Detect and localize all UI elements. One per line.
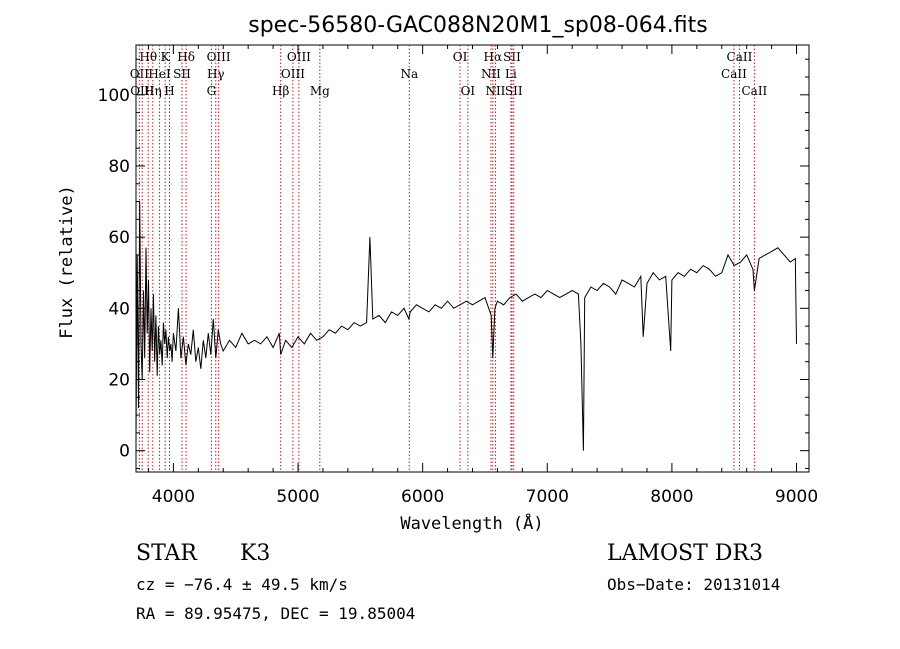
series-line-flux [135,201,797,451]
marker-label-17: OI [453,50,468,64]
y-tick-label-2: 40 [108,299,130,319]
marker-label-25: CaII [727,50,753,64]
marker-label-1: OII [130,67,150,81]
marker-label-20: NII [481,67,501,81]
marker-label-8: H [164,84,174,98]
redshift-cz: cz = −76.4 ± 49.5 km/s [136,575,348,594]
marker-label-14: Hβ [272,84,289,98]
y-tick-label-3: 60 [108,228,130,248]
marker-label-15: Mg [310,84,330,98]
axis-ticks: 4000 5000 6000 7000 8000 9000 0 20 40 60 80 100 [98,45,818,507]
marker-label-26: CaII [721,67,747,81]
x-tick-label-2: 6000 [401,487,444,507]
x-tick-label-5: 9000 [775,487,818,507]
marker-label-4: HeI [148,67,171,81]
marker-label-22: SII [503,50,521,64]
marker-label-6: Hδ [177,50,195,64]
y-tick-label-1: 20 [108,370,130,390]
marker-label-18: OI [461,84,476,98]
y-tick-label-4: 80 [108,157,130,177]
marker-label-24: SII [505,84,523,98]
object-subclass: K3 [240,541,270,566]
marker-label-12: OIII [287,50,311,64]
x-tick-label-0: 4000 [152,487,195,507]
marker-label-10: Hγ [207,67,225,81]
marker-label-21: NII [485,84,505,98]
marker-label-11: G [207,84,217,98]
y-axis-label: Flux (relative) [57,185,77,339]
marker-label-16: Na [400,67,418,81]
x-axis-label: Wavelength (Å) [400,512,543,534]
obs-date: Obs−Date: 20131014 [607,575,780,594]
spectrum-series [135,201,797,451]
y-tick-label-5: 100 [98,86,130,106]
ra-dec: RA = 89.95475, DEC = 19.85004 [136,604,415,623]
marker-label-5: Hη [144,84,162,98]
chart-title: spec-56580-GAC088N20M1_sp08-064.fits [248,13,708,38]
x-tick-label-4: 8000 [650,487,693,507]
marker-label-3: K [161,50,171,64]
plot-frame [135,44,810,473]
marker-label-23: Li [505,67,517,81]
marker-label-27: CaII [741,84,767,98]
object-class: STAR [136,541,198,566]
survey-name: LAMOST DR3 [607,541,763,566]
x-tick-label-1: 5000 [276,487,319,507]
y-tick-label-0: 0 [119,442,130,462]
marker-label-13: OIII [281,67,305,81]
marker-label-19: Hα [484,50,503,64]
marker-label-9: OIII [207,50,231,64]
x-tick-label-3: 7000 [526,487,569,507]
marker-label-7: SII [173,67,191,81]
